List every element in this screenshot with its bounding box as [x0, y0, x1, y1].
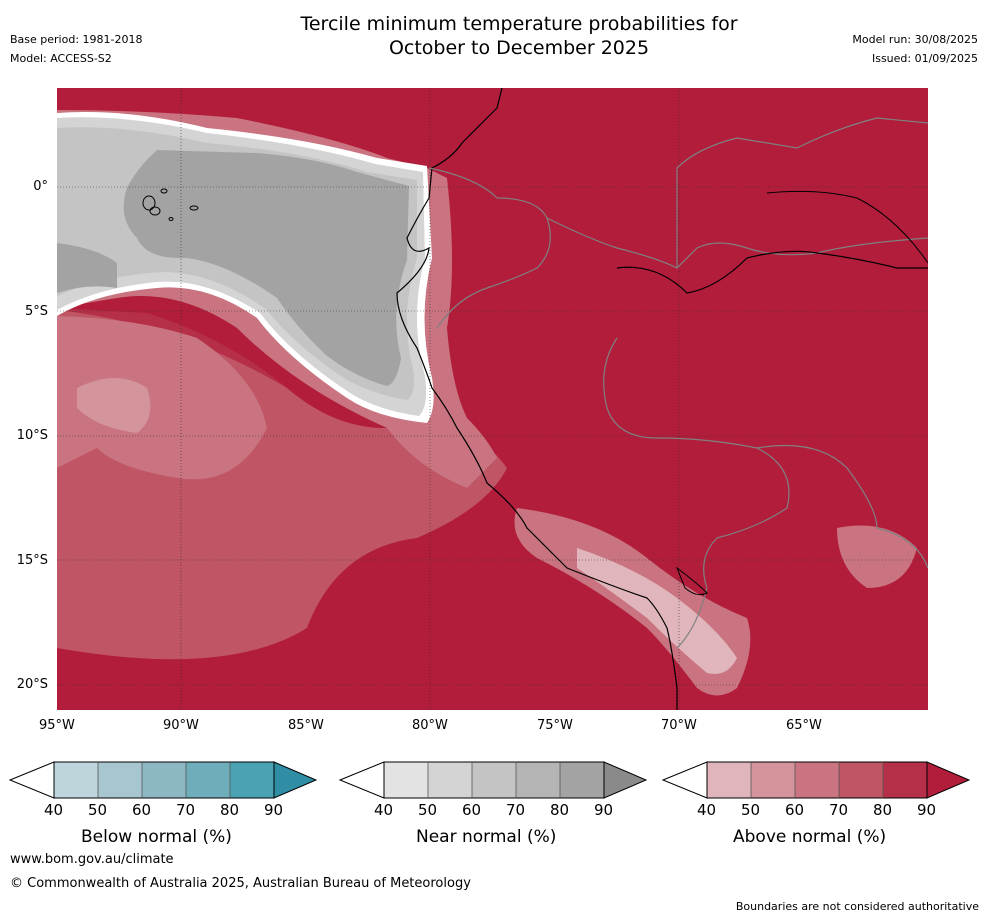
near-tick-70: 70: [506, 801, 526, 819]
below-tick-80: 80: [220, 801, 240, 819]
below-tick-40: 40: [44, 801, 64, 819]
above-normal-colorbar: [661, 761, 971, 799]
near-tick-90: 90: [594, 801, 614, 819]
title-line-2: October to December 2025: [388, 37, 650, 59]
near-normal-70-west-region: [57, 243, 117, 293]
lon-tick-95w: 95°W: [39, 718, 75, 733]
above-tick-60: 60: [785, 801, 805, 819]
website-link[interactable]: www.bom.gov.au/climate: [10, 852, 174, 867]
coastline: [396, 88, 678, 710]
lake-titicaca: [675, 566, 708, 596]
model-name-text: Model: ACCESS-S2: [10, 52, 112, 65]
lat-tick-0: 0°: [33, 179, 48, 194]
below-normal-colorbar: [8, 761, 318, 799]
near-tick-40: 40: [374, 801, 394, 819]
country-borders: [428, 117, 928, 649]
model-run-text: Model run: 30/08/2025: [852, 33, 978, 46]
river-north: [766, 190, 928, 264]
above-normal-label: Above normal (%): [733, 827, 887, 847]
amazon-river: [616, 250, 928, 294]
copyright-text: © Commonwealth of Australia 2025, Austra…: [10, 876, 471, 891]
probability-map: [57, 88, 928, 710]
below-tick-50: 50: [88, 801, 108, 819]
above-normal-50-region: [77, 378, 151, 433]
above-tick-70: 70: [829, 801, 849, 819]
near-normal-label: Near normal (%): [416, 827, 557, 847]
below-tick-90: 90: [264, 801, 284, 819]
disclaimer-text: Boundaries are not considered authoritat…: [735, 900, 979, 913]
lat-tick-15s: 15°S: [16, 553, 48, 568]
title-line-1: Tercile minimum temperature probabilitie…: [300, 13, 738, 35]
above-tick-80: 80: [873, 801, 893, 819]
lon-tick-65w: 65°W: [786, 718, 822, 733]
below-tick-70: 70: [176, 801, 196, 819]
lon-tick-75w: 75°W: [537, 718, 573, 733]
above-normal-60-region: [57, 316, 267, 508]
below-tick-60: 60: [132, 801, 152, 819]
lon-tick-80w: 80°W: [412, 718, 448, 733]
below-normal-label: Below normal (%): [81, 827, 232, 847]
near-tick-80: 80: [550, 801, 570, 819]
base-period-text: Base period: 1981-2018: [10, 33, 143, 46]
lat-tick-5s: 5°S: [24, 304, 48, 319]
near-normal-colorbar: [338, 761, 648, 799]
near-normal-70-region: [123, 150, 410, 386]
lat-tick-10s: 10°S: [16, 428, 48, 443]
near-tick-60: 60: [462, 801, 482, 819]
near-tick-50: 50: [418, 801, 438, 819]
galapagos-islands: [142, 188, 199, 221]
lon-tick-85w: 85°W: [288, 718, 324, 733]
above-tick-90: 90: [917, 801, 937, 819]
issued-text: Issued: 01/09/2025: [871, 52, 978, 65]
lon-tick-70w: 70°W: [661, 718, 697, 733]
above-tick-50: 50: [741, 801, 761, 819]
lon-tick-90w: 90°W: [163, 718, 199, 733]
map-title: Tercile minimum temperature probabilitie…: [0, 12, 988, 60]
lat-tick-20s: 20°S: [16, 677, 48, 692]
above-tick-40: 40: [697, 801, 717, 819]
gridlines: [57, 88, 928, 710]
inland-above-normal-region: [837, 525, 917, 588]
